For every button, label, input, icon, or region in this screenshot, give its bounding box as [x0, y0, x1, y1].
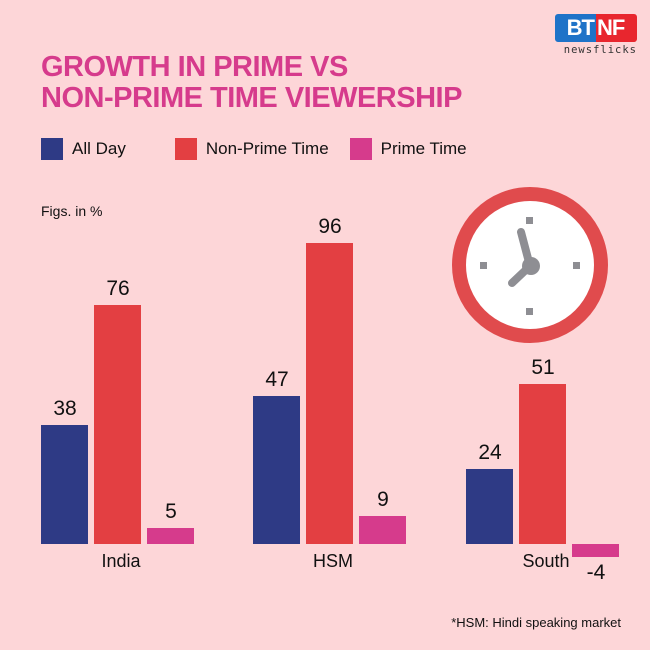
bar-south-non-prime: [519, 383, 566, 544]
unit-label: Figs. in %: [41, 203, 103, 219]
legend: All Day Non-Prime Time Prime Time: [41, 138, 490, 160]
logo-tagline: newsflicks: [563, 44, 637, 56]
value-label: 5: [165, 500, 177, 524]
value-label: -4: [586, 560, 606, 584]
legend-item-non-prime: Non-Prime Time: [174, 138, 329, 160]
value-label: 76: [106, 277, 130, 301]
legend-swatch-non-prime: [174, 138, 197, 160]
chart-title: GROWTH IN PRIME VS NON-PRIME TIME VIEWER…: [41, 52, 462, 114]
bar-india-all-day: [41, 424, 88, 544]
value-label: 47: [265, 368, 289, 392]
value-label: 38: [53, 396, 77, 420]
value-label: 96: [318, 214, 342, 238]
legend-swatch-prime: [349, 138, 372, 160]
logo-box: BT NF: [555, 14, 637, 42]
legend-item-prime: Prime Time: [349, 138, 467, 160]
logo-nf: NF: [596, 14, 637, 42]
bar-south-prime: [572, 544, 619, 557]
brand-logo: BT NF newsflicks: [555, 14, 637, 56]
footnote: *HSM: Hindi speaking market: [451, 615, 621, 630]
value-label: 24: [478, 440, 502, 464]
category-label-india: India: [101, 551, 141, 571]
legend-item-all-day: All Day: [41, 138, 126, 160]
logo-bt: BT: [555, 14, 596, 42]
clock-icon: [452, 187, 608, 343]
value-label: 9: [377, 487, 389, 511]
bar-hsm-all-day: [253, 396, 300, 544]
bar-india-prime: [147, 528, 194, 544]
legend-swatch-all-day: [41, 138, 63, 160]
legend-label-all-day: All Day: [72, 139, 126, 158]
value-label: 51: [531, 355, 555, 379]
category-label-hsm: HSM: [313, 551, 353, 571]
category-label-south: South: [522, 551, 570, 571]
bar-hsm-prime: [359, 515, 406, 544]
title-line-2: NON-PRIME TIME VIEWERSHIP: [41, 82, 462, 114]
title-line-1: GROWTH IN PRIME VS: [41, 51, 348, 83]
bar-south-all-day: [466, 468, 513, 544]
bar-hsm-non-prime: [306, 242, 353, 544]
legend-label-non-prime: Non-Prime Time: [205, 139, 329, 158]
legend-label-prime: Prime Time: [380, 139, 467, 158]
bar-india-non-prime: [94, 305, 141, 544]
